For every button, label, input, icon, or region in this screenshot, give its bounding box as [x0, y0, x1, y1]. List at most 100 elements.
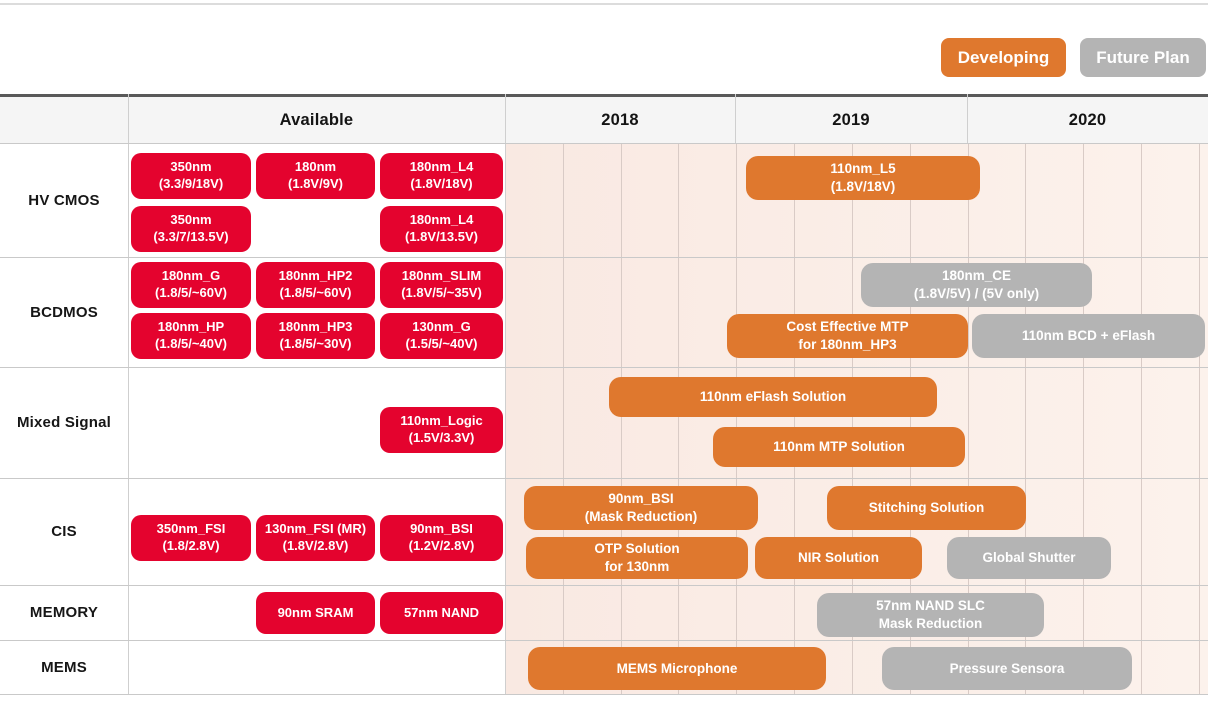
pill-text-line: (1.8V/5/~35V) [401, 285, 482, 300]
pill-text-line: (1.8/5/~40V) [155, 336, 227, 351]
timeline-pill-developing: MEMS Microphone [528, 647, 826, 690]
pill-text-line: 110nm BCD + eFlash [1021, 328, 1156, 344]
available-pill: 57nm NAND [380, 592, 503, 634]
pill-text-line: 180nm_HP [157, 319, 225, 335]
pill-text-line: 180nm_CE [941, 268, 1012, 284]
available-pill: 350nm (3.3/9/18V) [131, 153, 251, 199]
pill-text-line: (1.8V/18V) [830, 179, 896, 194]
pill-text-line: (1.8V/9V) [288, 176, 343, 191]
quarter-gridline [1083, 143, 1084, 694]
quarter-gridline [852, 143, 853, 694]
available-pill: 180nm_SLIM (1.8V/5/~35V) [380, 262, 503, 308]
pill-text-line: (1.8/5/~60V) [279, 285, 352, 300]
pill-text-line: 57nm NAND [403, 604, 480, 620]
timeline-pill-developing: 110nm_L5 (1.8V/18V) [746, 156, 980, 200]
pill-text-line: (1.8V/18V) [410, 176, 473, 191]
timeline-pill-future: Global Shutter [947, 537, 1111, 579]
row-divider [0, 367, 1208, 368]
header-divider-2019-2020 [967, 94, 968, 143]
timeline-pill-future: 110nm BCD + eFlash [972, 314, 1205, 358]
pill-text-line: 350nm [170, 159, 212, 175]
timeline-pill-developing: NIR Solution [755, 537, 922, 579]
pill-text-line: 350nm [170, 212, 212, 228]
pill-text-line: (1.8/2.8V) [162, 538, 220, 553]
pill-text-line: (1.8V/5V) / (5V only) [913, 286, 1040, 301]
row-label-mixed-signal: Mixed Signal [16, 414, 112, 431]
pill-text-line: 350nm_FSI [156, 521, 226, 537]
available-pill: 180nm_HP (1.8/5/~40V) [131, 313, 251, 359]
pill-text-line: 180nm_HP2 [278, 268, 353, 284]
timeline-pill-future: Pressure Sensora [882, 647, 1132, 690]
timeline-pill-developing: 110nm eFlash Solution [609, 377, 937, 417]
pill-text-line: (1.8/5/~30V) [279, 336, 352, 351]
pill-text-line: 130nm_G [412, 319, 471, 335]
row-label-mems: MEMS [41, 658, 87, 676]
pill-text-line: Global Shutter [982, 550, 1076, 566]
header-available: Available [279, 110, 354, 129]
pill-text-line: OTP Solution [594, 541, 680, 557]
pill-text-line: (1.8V/2.8V) [282, 538, 349, 553]
column-divider-available [505, 94, 506, 694]
quarter-gridline [1199, 143, 1200, 694]
pill-text-line: (1.5/5/~40V) [405, 336, 478, 351]
pill-text-line: Cost Effective MTP [786, 319, 909, 335]
row-divider [0, 478, 1208, 479]
timeline-pill-developing: Cost Effective MTP for 180nm_HP3 [727, 314, 968, 358]
available-pill: 180nm_G (1.8/5/~60V) [131, 262, 251, 308]
row-label-cis: CIS [51, 523, 77, 540]
timeline-pill-developing: OTP Solution for 130nm [526, 537, 748, 579]
pill-text-line: 110nm_L5 [830, 161, 896, 177]
pill-text-line: NIR Solution [798, 550, 879, 566]
pill-text-line: 110nm eFlash Solution [699, 389, 847, 405]
header-year-2019: 2019 [832, 110, 870, 129]
row-divider [0, 143, 1208, 144]
available-pill: 90nm_BSI (1.2V/2.8V) [380, 515, 503, 561]
table-header [0, 94, 1208, 143]
top-divider [0, 3, 1208, 5]
pill-text-line: 180nm_G [161, 268, 221, 284]
pill-text-line: Mask Reduction [878, 616, 983, 631]
pill-text-line: (1.8/5/~60V) [155, 285, 227, 300]
quarter-gridline [563, 143, 564, 694]
row-label-bcdmos: BCDMOS [30, 303, 98, 321]
available-pill: 130nm_FSI (MR) (1.8V/2.8V) [256, 515, 375, 561]
available-pill: 180nm_L4 (1.8V/13.5V) [380, 206, 503, 252]
pill-text-line: 90nm_BSI [608, 491, 674, 507]
pill-text-line: 180nm_L4 [409, 159, 474, 175]
quarter-gridline [794, 143, 795, 694]
quarter-gridline [1141, 143, 1142, 694]
available-pill: 180nm_HP2 (1.8/5/~60V) [256, 262, 375, 308]
available-pill: 180nm_L4 (1.8V/18V) [380, 153, 503, 199]
pill-text-line: (1.2V/2.8V) [408, 538, 475, 553]
quarter-gridline [621, 143, 622, 694]
available-pill: 350nm (3.3/7/13.5V) [131, 206, 251, 252]
pill-text-line: (3.3/9/18V) [158, 176, 224, 191]
row-divider [0, 585, 1208, 586]
pill-text-line: 180nm [294, 159, 337, 175]
row-label-hv-cmos: HV CMOS [28, 191, 100, 209]
quarter-gridline [910, 143, 911, 694]
pill-text-line: Stitching Solution [868, 500, 985, 516]
pill-text-line: 110nm_Logic [400, 413, 483, 429]
pill-text-line: for 180nm_HP3 [798, 337, 897, 352]
available-pill: 180nm_HP3 (1.8/5/~30V) [256, 313, 375, 359]
available-pill: 130nm_G (1.5/5/~40V) [380, 313, 503, 359]
quarter-gridline [968, 143, 969, 694]
timeline-pill-developing: 110nm MTP Solution [713, 427, 965, 467]
pill-text-line: for 130nm [604, 559, 670, 574]
available-pill: 180nm (1.8V/9V) [256, 153, 375, 199]
timeline-pill-future: 180nm_CE (1.8V/5V) / (5V only) [861, 263, 1092, 307]
quarter-gridline [678, 143, 679, 694]
legend-future-plan-chip: Future Plan [1080, 38, 1206, 77]
row-divider [0, 640, 1208, 641]
header-year-2018: 2018 [601, 110, 639, 129]
pill-text-line: 90nm SRAM [277, 604, 354, 620]
row-label-memory: MEMORY [29, 604, 99, 621]
header-year-2020: 2020 [1068, 110, 1107, 129]
quarter-gridline [1025, 143, 1026, 694]
legend: Developing Future Plan [941, 38, 1206, 77]
available-pill: 350nm_FSI (1.8/2.8V) [131, 515, 251, 561]
pill-text-line: 180nm_L4 [409, 212, 474, 228]
timeline-pill-developing: 90nm_BSI (Mask Reduction) [524, 486, 758, 530]
